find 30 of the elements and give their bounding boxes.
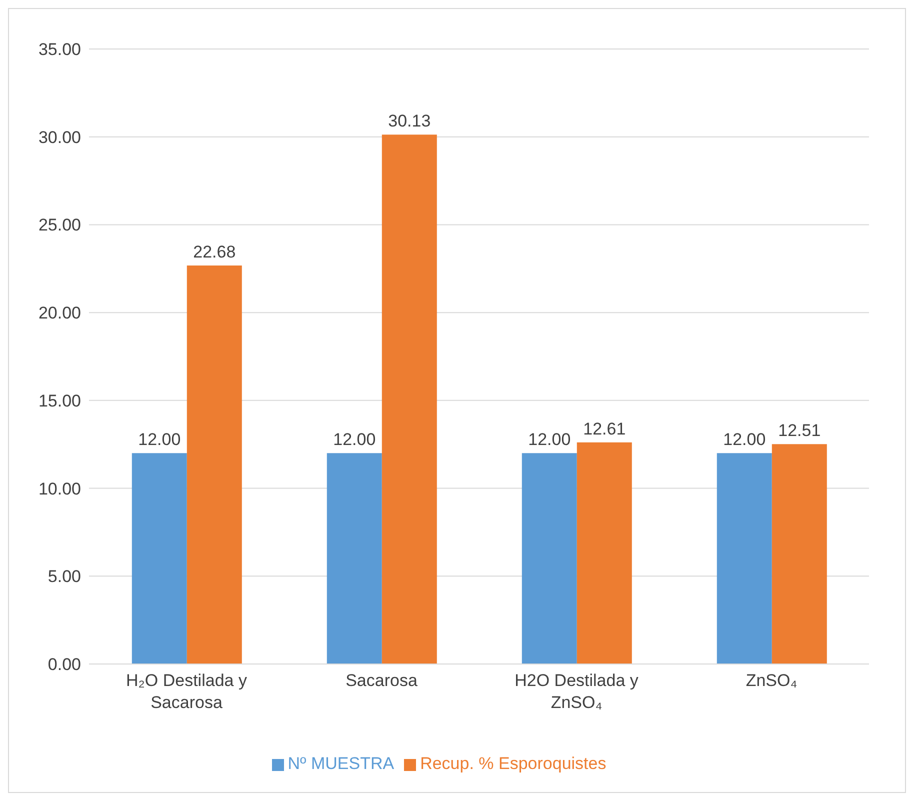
bar [326,453,382,664]
legend-label: Nº MUESTRA [288,754,394,773]
bar [132,453,187,664]
x-tick-label: H2O Destilada y ZnSO₄ [514,671,639,712]
data-label: 30.13 [388,112,431,131]
data-label: 22.68 [193,242,236,262]
data-label: 12.51 [778,421,821,440]
x-tick-label: ZnSO₄ [746,671,798,690]
data-label: 12.61 [583,419,626,438]
y-tick-label: 5.00 [48,567,81,586]
bar [522,453,577,664]
bar [716,453,772,664]
y-tick-label: 35.00 [38,40,81,60]
y-tick-label: 30.00 [38,128,81,147]
data-label: 12.00 [528,430,571,450]
data-label: 12.00 [333,430,376,450]
bar [382,134,437,664]
y-tick-label: 25.00 [38,216,81,235]
y-tick-label: 20.00 [38,304,81,323]
bar [772,444,827,664]
bar [576,442,632,664]
x-tick-label: H₂O Destilada y Sacarosa [126,671,248,712]
y-tick-label: 15.00 [38,391,81,410]
y-tick-label: 0.00 [48,655,81,674]
y-tick-label: 10.00 [38,479,81,498]
data-label: 12.00 [723,430,766,450]
bar [186,265,242,664]
data-label: 12.00 [138,430,181,450]
x-tick-label: Sacarosa [346,671,418,690]
legend-label: Recup. % Esporoquistes [420,754,606,773]
